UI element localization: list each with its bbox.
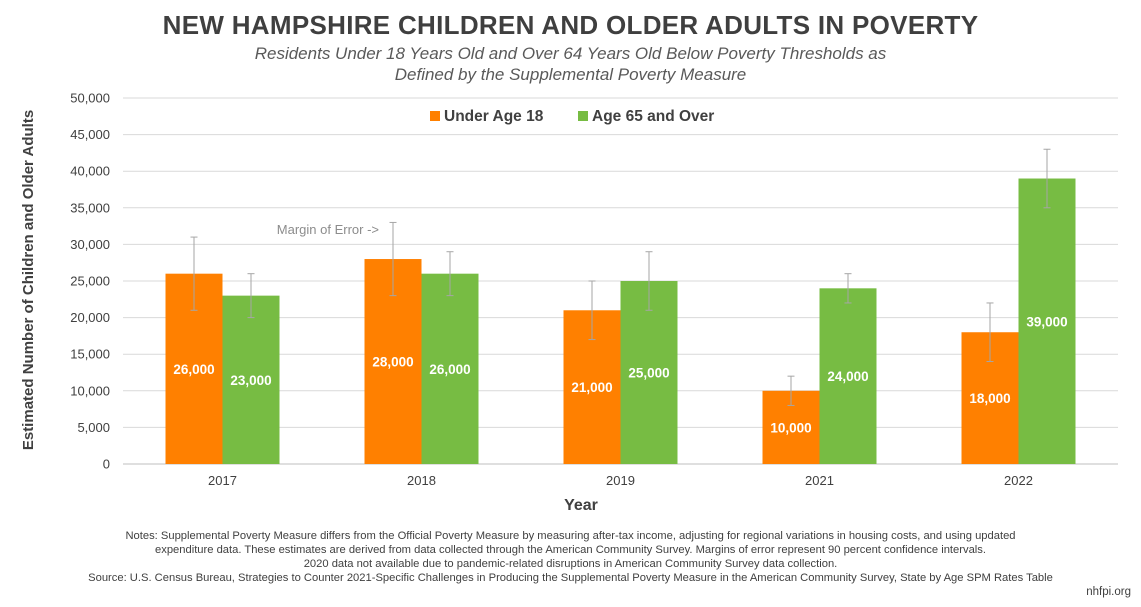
bar-65-and-over [819, 288, 877, 464]
chart-title: NEW HAMPSHIRE CHILDREN AND OLDER ADULTS … [162, 10, 979, 40]
bar-65-and-over [421, 273, 479, 464]
bar-value-label: 26,000 [429, 362, 470, 377]
bar-value-label: 10,000 [770, 420, 811, 435]
legend-swatch-65-and-over [578, 111, 588, 121]
bar-65-and-over [1018, 178, 1076, 464]
y-tick-label: 15,000 [70, 347, 110, 362]
y-tick-label: 30,000 [70, 237, 110, 252]
y-tick-label: 0 [103, 457, 110, 472]
bar-value-label: 26,000 [173, 362, 214, 377]
source-line: Source: U.S. Census Bureau, Strategies t… [88, 572, 1053, 584]
bar-value-label: 28,000 [372, 355, 413, 370]
bar-value-label: 21,000 [571, 380, 612, 395]
bar-value-labels: 26,000 23,000 28,000 26,000 21,000 25,000 10,0… [173, 314, 1067, 435]
margin-of-error-annotation: Margin of Error -> [277, 222, 379, 237]
notes-line-2: expenditure data. These estimates are de… [155, 544, 986, 556]
subtitle-line-1: Residents Under 18 Years Old and Over 64… [254, 44, 887, 63]
bar-65-and-over [222, 295, 280, 464]
y-tick-label: 5,000 [77, 420, 110, 435]
y-axis-ticks: 0 5,000 10,000 15,000 20,000 25,000 30,000 35,0… [70, 91, 110, 472]
y-tick-label: 45,000 [70, 127, 110, 142]
chart-subtitle: Residents Under 18 Years Old and Over 64… [0, 43, 1141, 85]
bar-value-label: 25,000 [628, 366, 669, 381]
notes-block: Notes: Supplemental Poverty Measure diff… [20, 529, 1121, 585]
y-tick-label: 20,000 [70, 310, 110, 325]
x-tick-label: 2019 [606, 473, 635, 488]
legend-label-under-18: Under Age 18 [444, 108, 544, 125]
y-axis-label: Estimated Number of Children and Older A… [20, 110, 37, 450]
bars [165, 178, 1076, 464]
x-axis-label: Year [564, 497, 598, 514]
error-bars [190, 148, 1051, 406]
bar-65-and-over [620, 281, 678, 464]
x-tick-label: 2022 [1004, 473, 1033, 488]
bar-value-label: 24,000 [827, 369, 868, 384]
notes-line-1: Notes: Supplemental Poverty Measure diff… [125, 530, 1016, 542]
y-tick-label: 10,000 [70, 383, 110, 398]
legend-label-65-and-over: Age 65 and Over [592, 108, 714, 125]
credit: nhfpi.org [1086, 586, 1131, 598]
y-tick-label: 40,000 [70, 164, 110, 179]
bar-value-label: 39,000 [1026, 314, 1067, 329]
x-axis: 2017 2018 2019 2021 2022 [208, 473, 1033, 488]
x-tick-label: 2021 [805, 473, 834, 488]
y-tick-label: 25,000 [70, 274, 110, 289]
notes-line-3: 2020 data not available due to pandemic-… [303, 558, 838, 570]
y-tick-label: 35,000 [70, 200, 110, 215]
bar-value-label: 18,000 [969, 391, 1010, 406]
bar-value-label: 23,000 [230, 373, 271, 388]
legend-swatch-under-18 [430, 111, 440, 121]
x-tick-label: 2017 [208, 473, 237, 488]
y-tick-label: 50,000 [70, 91, 110, 106]
legend: Under Age 18 Age 65 and Over [430, 108, 714, 125]
subtitle-line-2: Defined by the Supplemental Poverty Meas… [394, 65, 747, 84]
x-tick-label: 2018 [407, 473, 436, 488]
